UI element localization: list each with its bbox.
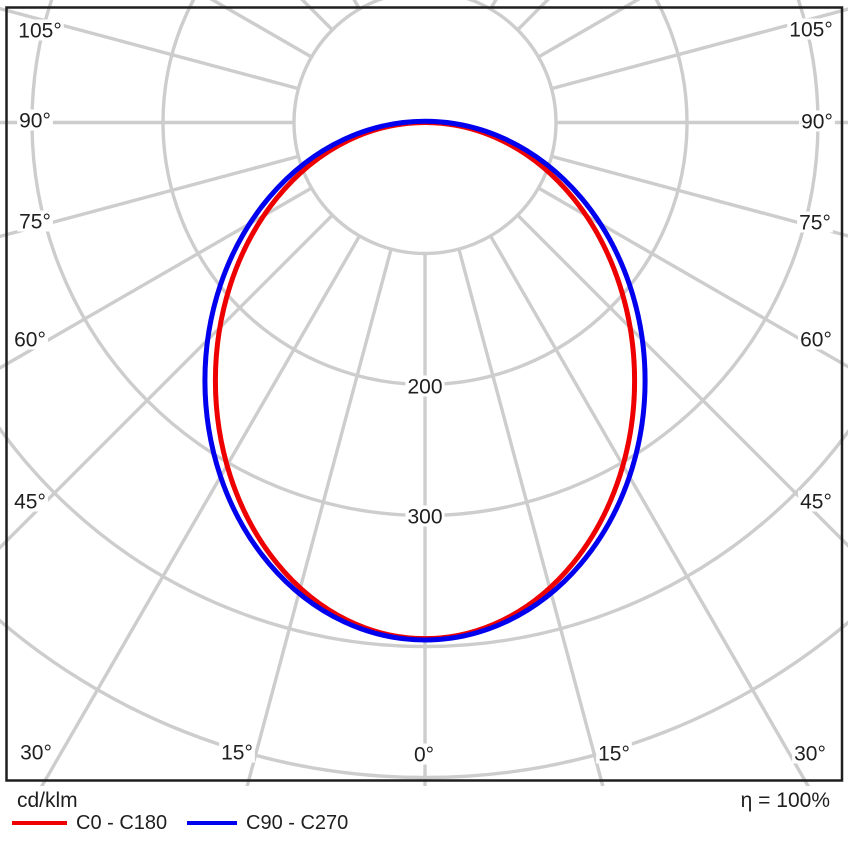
angle-label-right-60: 60°: [800, 328, 832, 351]
angle-label-right-60-bg: [798, 328, 834, 350]
legend-item-c90-c270: C90 - C270: [187, 812, 348, 834]
angle-label-left-75: 75°: [19, 210, 51, 233]
angle-label-left-75-bg: [17, 210, 53, 232]
angle-label-right-75: 75°: [799, 211, 831, 234]
radial-label-200: 200: [407, 375, 442, 398]
grid-spoke-315: [0, 213, 334, 550]
angle-label-left-45: 45°: [14, 490, 46, 513]
angle-label-right-105-bg: [787, 18, 835, 40]
angle-label-right-90-bg: [799, 110, 835, 132]
grid-spoke-255: [0, 6, 299, 91]
angle-label-center-0-bg: [411, 743, 437, 765]
legend-line-blue: [187, 821, 237, 825]
angle-label-left-60: 60°: [14, 328, 46, 351]
radial-label-300-bg: [405, 505, 445, 527]
radial-label-300: 300: [407, 505, 442, 528]
radial-label-200-bg: [405, 375, 445, 397]
plot-border: [5, 6, 844, 782]
angle-label-left-105-bg: [16, 19, 64, 41]
curve-c90-c270: [202, 118, 648, 643]
grid-spoke-30: [489, 235, 811, 786]
angle-label-right-90: 90°: [801, 110, 833, 133]
angle-label-left-60-bg: [12, 328, 48, 350]
grid-spoke-345: [245, 248, 393, 786]
angle-label-right-105: 105°: [789, 18, 832, 41]
angle-label-left-90: 90°: [19, 109, 51, 132]
grid-spoke-75: [551, 154, 848, 238]
angle-label-center-0: 0°: [414, 743, 434, 766]
angle-label-right-75-bg: [797, 211, 833, 233]
grid-spoke-285: [0, 154, 299, 239]
grid-spoke-60: [537, 186, 848, 369]
legend-label-c0-c180: C0 - C180: [76, 811, 168, 834]
angle-label-right-45-bg: [798, 490, 834, 512]
footer-row: cd/klm η = 100%: [0, 789, 848, 813]
efficiency-label: η = 100%: [740, 789, 830, 812]
angle-label-right-30: 30°: [794, 742, 826, 765]
angle-label-left-30-bg: [18, 741, 54, 763]
legend-line-red: [12, 821, 67, 825]
legend: C0 - C180 C90 - C270: [0, 812, 848, 836]
grid-spoke-300: [0, 186, 313, 370]
angle-label-left-15-bg: [219, 741, 255, 763]
angle-label-right-45: 45°: [800, 490, 832, 513]
angle-label-left-30: 30°: [20, 741, 52, 764]
angle-label-left-15: 15°: [221, 741, 253, 764]
angle-label-right-30-bg: [792, 742, 828, 764]
legend-label-c90-c270: C90 - C270: [246, 811, 349, 834]
angle-label-right-15: 15°: [598, 742, 630, 765]
angle-label-left-105: 105°: [18, 19, 61, 42]
angle-label-left-90-bg: [17, 109, 53, 131]
legend-item-c0-c180: C0 - C180: [12, 812, 167, 834]
grid-spoke-105: [551, 7, 848, 91]
grid-spoke-15: [457, 248, 605, 786]
unit-label: cd/klm: [17, 789, 78, 812]
angle-label-left-45-bg: [12, 490, 48, 512]
angle-label-right-15-bg: [596, 742, 632, 764]
grid-circle-100: [292, 0, 558, 256]
grid-spoke-330: [39, 235, 361, 786]
grid-spoke-45: [516, 213, 848, 548]
